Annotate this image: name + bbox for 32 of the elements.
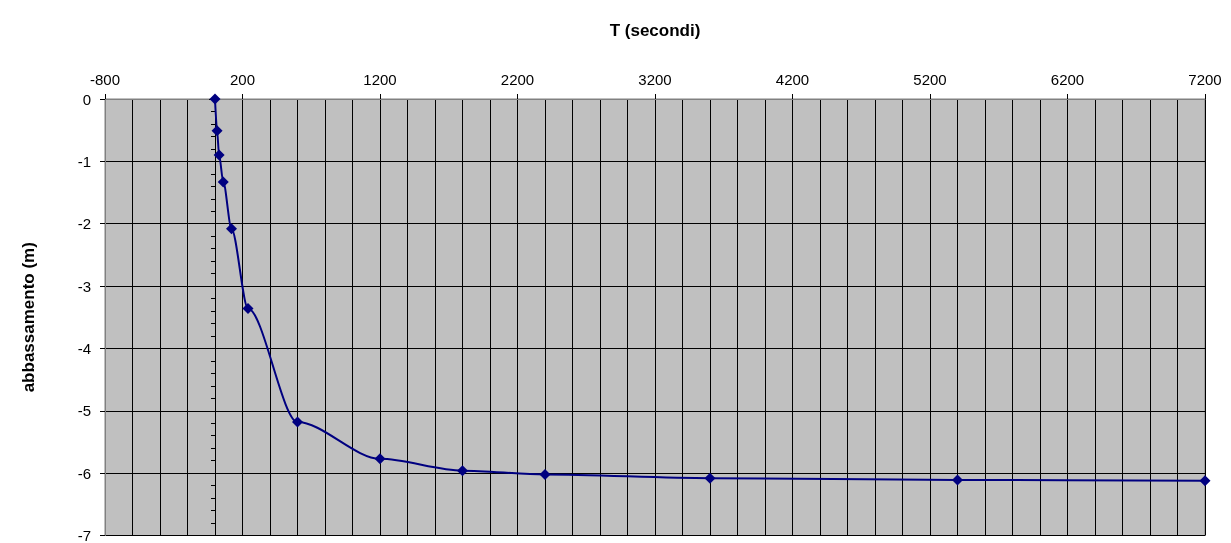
y-tick-label: -1 — [77, 152, 91, 170]
y-tick-label: -3 — [77, 277, 91, 295]
x-tick-label: 6200 — [1050, 71, 1085, 88]
y-tick-label: -5 — [77, 402, 91, 420]
point — [1199, 475, 1211, 487]
x-tick-label: 3200 — [638, 71, 672, 88]
point — [374, 453, 386, 465]
x-tick-label: 5200 — [913, 71, 947, 88]
x-tick-label: 4200 — [775, 71, 810, 88]
x-tick-label: 2200 — [500, 71, 535, 88]
point — [704, 472, 716, 484]
x-tick-label: 200 — [229, 71, 256, 88]
y-tick-label: -7 — [77, 527, 91, 543]
point — [213, 149, 225, 161]
y-tick-label: 0 — [82, 90, 91, 108]
y-tick-label: -4 — [77, 339, 91, 357]
y-axis-title: abbassamento (m) — [19, 242, 38, 393]
y-tick-label: -2 — [77, 215, 91, 233]
point — [292, 416, 303, 428]
point — [457, 465, 468, 477]
point — [952, 474, 963, 486]
point — [209, 93, 221, 105]
point — [211, 125, 223, 137]
y-tick-label: -6 — [77, 464, 91, 482]
point — [226, 223, 237, 235]
x-tick-label: 1200 — [363, 71, 397, 88]
x-axis-title: T (secondi) — [609, 21, 701, 40]
x-tick-label: -800 — [89, 71, 121, 88]
point — [242, 303, 254, 315]
point — [217, 176, 229, 188]
x-tick-label: 7200 — [1188, 71, 1222, 88]
point — [539, 468, 551, 480]
